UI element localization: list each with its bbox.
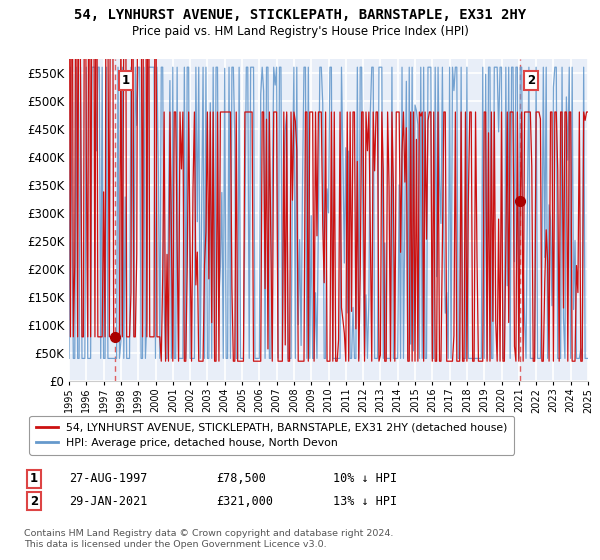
Text: 13% ↓ HPI: 13% ↓ HPI	[333, 494, 397, 508]
Text: 10% ↓ HPI: 10% ↓ HPI	[333, 472, 397, 486]
Text: 2: 2	[527, 73, 535, 87]
Text: Contains HM Land Registry data © Crown copyright and database right 2024.
This d: Contains HM Land Registry data © Crown c…	[24, 529, 394, 549]
Text: 54, LYNHURST AVENUE, STICKLEPATH, BARNSTAPLE, EX31 2HY: 54, LYNHURST AVENUE, STICKLEPATH, BARNST…	[74, 8, 526, 22]
Text: 1: 1	[30, 472, 38, 486]
Text: Price paid vs. HM Land Registry's House Price Index (HPI): Price paid vs. HM Land Registry's House …	[131, 25, 469, 38]
Text: 1: 1	[122, 73, 130, 87]
Text: 2: 2	[30, 494, 38, 508]
Legend: 54, LYNHURST AVENUE, STICKLEPATH, BARNSTAPLE, EX31 2HY (detached house), HPI: Av: 54, LYNHURST AVENUE, STICKLEPATH, BARNST…	[29, 416, 514, 455]
Text: 27-AUG-1997: 27-AUG-1997	[69, 472, 148, 486]
Text: 29-JAN-2021: 29-JAN-2021	[69, 494, 148, 508]
Text: £321,000: £321,000	[216, 494, 273, 508]
Text: £78,500: £78,500	[216, 472, 266, 486]
